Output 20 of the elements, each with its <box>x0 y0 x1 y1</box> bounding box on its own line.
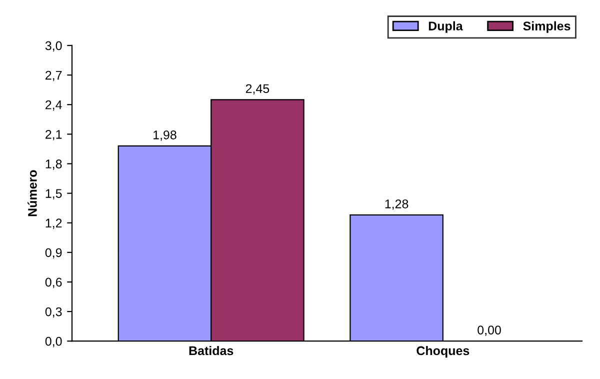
x-tick-label: Batidas <box>189 346 234 356</box>
data-label: 1,28 <box>385 199 408 210</box>
y-tick-label: 0,9 <box>45 248 62 259</box>
y-axis-title: Número <box>28 170 37 216</box>
y-tick-label: 1,5 <box>46 189 62 200</box>
y-tick-label: 1,2 <box>46 218 62 229</box>
y-tick-label: 0,0 <box>45 336 62 348</box>
data-label: 1,98 <box>154 130 176 141</box>
y-tick-label: 0,6 <box>45 278 62 288</box>
y-tick-label: 3,0 <box>45 41 62 52</box>
y-tick-label: 0,3 <box>45 307 62 318</box>
data-label: 0,00 <box>478 326 501 336</box>
legend-label: Simples <box>523 21 570 33</box>
y-tick-label: 2,7 <box>46 70 62 82</box>
y-tick-label: 2,1 <box>46 130 62 140</box>
data-label: 2,45 <box>246 84 270 95</box>
legend-label: Dupla <box>428 21 463 33</box>
x-tick-label: Choques <box>416 346 470 358</box>
y-tick-label: 2,4 <box>46 100 62 111</box>
y-tick-label: 1,8 <box>46 160 62 170</box>
